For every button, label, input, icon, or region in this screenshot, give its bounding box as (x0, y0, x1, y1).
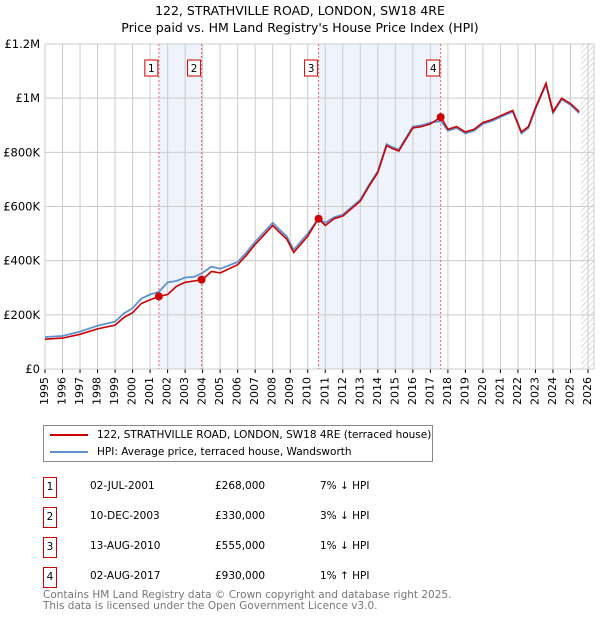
plot-frame (44, 43, 595, 370)
legend-item-hpi: HPI: Average price, terraced house, Wand… (50, 446, 352, 458)
sale-price: £268,000 (215, 480, 266, 492)
footer: Contains HM Land Registry data © Crown c… (43, 590, 451, 612)
legend: 122, STRATHVILLE ROAD, LONDON, SW18 4RE … (43, 425, 433, 462)
sale-date: 10-DEC-2003 (90, 510, 160, 522)
sale-date: 02-JUL-2001 (90, 480, 155, 492)
title-line1: 122, STRATHVILLE ROAD, LONDON, SW18 4RE (155, 3, 445, 18)
x-tick-label: 2010 (301, 377, 314, 405)
x-tick-label: 2016 (406, 377, 419, 405)
x-tick-label: 2018 (441, 377, 454, 405)
sale-label-box (187, 59, 202, 77)
sale-marker-badge: 3 (43, 537, 57, 558)
x-tick-label: 2008 (266, 377, 279, 405)
legend-swatch-hpi (50, 451, 88, 453)
x-tick-label: 2012 (336, 377, 349, 405)
sale-hpi-diff: 7% ↓ HPI (320, 480, 370, 492)
x-tick-label: 1995 (38, 377, 51, 405)
sale-point (436, 113, 445, 122)
y-tick-label: £0 (25, 362, 40, 376)
x-tick-label: 2006 (231, 377, 244, 405)
sale-label: 2 (191, 63, 198, 75)
x-tick-label: 2023 (528, 377, 541, 405)
sale-row: 4 02-AUG-2017 £930,000 1% ↑ HPI (43, 567, 463, 588)
x-tick-label: 2007 (248, 377, 261, 405)
y-tick-label: £200K (3, 308, 40, 322)
sale-label-box (426, 59, 441, 77)
x-tick-label: 2001 (143, 377, 156, 405)
x-tick-label: 2019 (458, 377, 471, 405)
sale-hpi-diff: 1% ↓ HPI (320, 540, 370, 552)
x-tick-label: 2014 (371, 377, 384, 405)
x-tick-label: 2003 (178, 377, 191, 405)
legend-item-price: 122, STRATHVILLE ROAD, LONDON, SW18 4RE … (50, 429, 431, 441)
sale-date: 02-AUG-2017 (90, 570, 161, 582)
sale-label: 4 (430, 63, 437, 75)
sale-point (154, 292, 163, 301)
legend-swatch-price (50, 434, 88, 436)
sale-marker-badge: 2 (43, 507, 57, 528)
sale-point (314, 214, 323, 223)
sale-hpi-diff: 3% ↓ HPI (320, 510, 370, 522)
sale-date: 13-AUG-2010 (90, 540, 161, 552)
x-tick-label: 2015 (388, 377, 401, 405)
sale-row: 2 10-DEC-2003 £330,000 3% ↓ HPI (43, 507, 463, 528)
sale-row: 3 13-AUG-2010 £555,000 1% ↓ HPI (43, 537, 463, 558)
price-chart: 1995 1996 1997 1998 1999 2000 2001 2002 2003 2004… (3, 37, 595, 405)
chart-title: 122, STRATHVILLE ROAD, LONDON, SW18 4RE … (0, 2, 600, 36)
y-tick-label: £1.2M (4, 37, 40, 51)
sale-label: 1 (148, 63, 155, 75)
price-line (44, 80, 580, 340)
x-tick-label: 2022 (511, 377, 524, 405)
x-tick-label: 2021 (493, 377, 506, 405)
x-tick-label: 2025 (563, 377, 576, 405)
sale-marker-badge: 4 (43, 567, 57, 588)
x-tick-label: 2020 (476, 377, 489, 405)
hpi-line (44, 81, 580, 338)
sale-label-box (304, 59, 319, 77)
x-tick-label: 1997 (73, 377, 86, 405)
sale-label: 3 (308, 63, 315, 75)
y-tick-label: £1M (15, 91, 40, 105)
legend-label-hpi: HPI: Average price, terraced house, Wand… (97, 446, 352, 458)
sale-row: 1 02-JUL-2001 £268,000 7% ↓ HPI (43, 477, 463, 498)
x-tick-label: 2005 (213, 377, 226, 405)
x-tick-label: 2004 (196, 377, 209, 405)
y-tick-label: £400K (3, 254, 40, 268)
x-tick-label: 2011 (318, 377, 331, 405)
sale-label-box (144, 59, 159, 77)
title-line2: Price paid vs. HM Land Registry's House … (121, 20, 479, 35)
sale-point (197, 275, 206, 284)
x-tick-label: 2013 (353, 377, 366, 405)
footer-line2: This data is licensed under the Open Gov… (43, 600, 378, 612)
x-tick-label: 2024 (546, 377, 559, 405)
legend-label-price: 122, STRATHVILLE ROAD, LONDON, SW18 4RE … (97, 429, 432, 441)
x-tick-label: 1996 (56, 377, 69, 405)
y-tick-label: £600K (3, 200, 40, 214)
x-tick-label: 2017 (423, 377, 436, 405)
sale-price: £330,000 (215, 510, 266, 522)
sale-marker-badge: 1 (43, 477, 57, 498)
y-tick-label: £800K (3, 145, 40, 159)
footer-line1: Contains HM Land Registry data © Crown c… (43, 589, 452, 601)
sale-price: £555,000 (215, 540, 266, 552)
x-tick-label: 2002 (161, 377, 174, 405)
x-tick-label: 2009 (283, 377, 296, 405)
x-tick-label: 2026 (581, 377, 594, 405)
x-tick-label: 1998 (91, 377, 104, 405)
sale-hpi-diff: 1% ↑ HPI (320, 570, 370, 582)
sale-price: £930,000 (215, 570, 266, 582)
x-tick-label: 2000 (126, 377, 139, 405)
x-tick-label: 1999 (108, 377, 121, 405)
